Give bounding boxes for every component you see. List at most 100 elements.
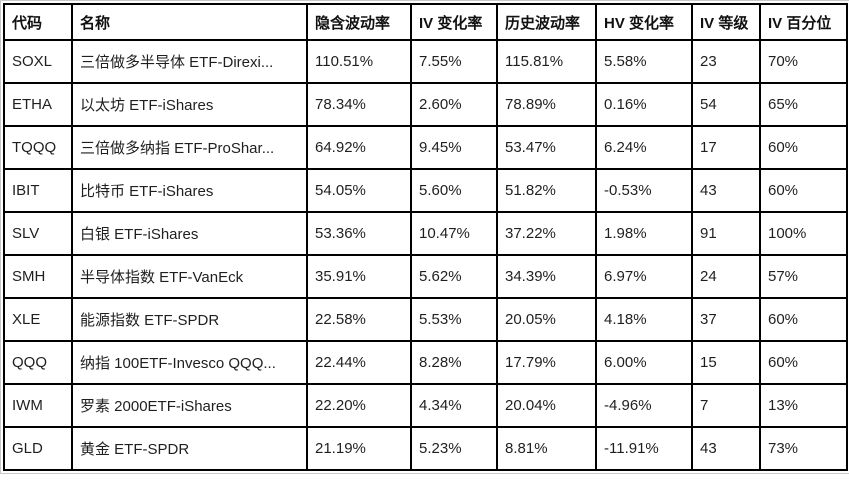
table-row: SLV 白银 ETF-iShares 53.36% 10.47% 37.22% 1.98%… <box>3 211 848 256</box>
cell-code: QQQ <box>3 340 73 385</box>
cell-iv-rank: 91 <box>691 211 761 256</box>
header-row: 代码 名称 隐含波动率 IV 变化率 历史波动率 HV 变化率 IV 等级 IV 百分位 <box>3 3 848 41</box>
cell-name: 能源指数 ETF-SPDR <box>71 297 308 342</box>
table-frame: 代码 名称 隐含波动率 IV 变化率 历史波动率 HV 变化率 IV 等级 IV 百分位 SO… <box>0 0 849 474</box>
table-row: ETHA 以太坊 ETF-iShares 78.34% 2.60% 78.89% 0.16… <box>3 82 848 127</box>
column-header-hv-change: HV 变化率 <box>595 3 693 41</box>
cell-name: 白银 ETF-iShares <box>71 211 308 256</box>
table-row: QQQ 纳指 100ETF-Invesco QQQ... 22.44% 8.28% 17… <box>3 340 848 385</box>
cell-code: TQQQ <box>3 125 73 170</box>
cell-historical-volatility: 34.39% <box>496 254 597 299</box>
table-row: TQQQ 三倍做多纳指 ETF-ProShar... 64.92% 9.45% 53.4… <box>3 125 848 170</box>
cell-code: IWM <box>3 383 73 428</box>
cell-hv-change: 5.58% <box>595 39 693 84</box>
cell-implied-volatility: 22.58% <box>306 297 412 342</box>
column-header-code: 代码 <box>3 3 73 41</box>
cell-iv-change: 5.60% <box>410 168 498 213</box>
column-header-iv-rank: IV 等级 <box>691 3 761 41</box>
table-row: SMH 半导体指数 ETF-VanEck 35.91% 5.62% 34.39% 6.97… <box>3 254 848 299</box>
cell-iv-rank: 23 <box>691 39 761 84</box>
cell-name: 黄金 ETF-SPDR <box>71 426 308 471</box>
cell-iv-percentile: 57% <box>759 254 848 299</box>
cell-hv-change: -0.53% <box>595 168 693 213</box>
cell-historical-volatility: 20.05% <box>496 297 597 342</box>
cell-iv-change: 7.55% <box>410 39 498 84</box>
cell-code: SOXL <box>3 39 73 84</box>
cell-iv-percentile: 13% <box>759 383 848 428</box>
cell-code: IBIT <box>3 168 73 213</box>
cell-iv-percentile: 70% <box>759 39 848 84</box>
cell-iv-rank: 24 <box>691 254 761 299</box>
cell-historical-volatility: 8.81% <box>496 426 597 471</box>
cell-name: 罗素 2000ETF-iShares <box>71 383 308 428</box>
cell-iv-rank: 43 <box>691 168 761 213</box>
cell-hv-change: 0.16% <box>595 82 693 127</box>
cell-iv-rank: 37 <box>691 297 761 342</box>
cell-historical-volatility: 78.89% <box>496 82 597 127</box>
cell-implied-volatility: 35.91% <box>306 254 412 299</box>
cell-hv-change: 6.24% <box>595 125 693 170</box>
column-header-implied-volatility: 隐含波动率 <box>306 3 412 41</box>
cell-hv-change: -11.91% <box>595 426 693 471</box>
cell-implied-volatility: 21.19% <box>306 426 412 471</box>
cell-iv-change: 10.47% <box>410 211 498 256</box>
table-row: XLE 能源指数 ETF-SPDR 22.58% 5.53% 20.05% 4.18% 37… <box>3 297 848 342</box>
cell-iv-rank: 15 <box>691 340 761 385</box>
cell-iv-change: 8.28% <box>410 340 498 385</box>
cell-iv-percentile: 73% <box>759 426 848 471</box>
column-header-iv-change: IV 变化率 <box>410 3 498 41</box>
cell-iv-change: 4.34% <box>410 383 498 428</box>
cell-hv-change: 4.18% <box>595 297 693 342</box>
cell-iv-change: 5.62% <box>410 254 498 299</box>
column-header-historical-volatility: 历史波动率 <box>496 3 597 41</box>
column-header-name: 名称 <box>71 3 308 41</box>
cell-implied-volatility: 22.44% <box>306 340 412 385</box>
table-row: SOXL 三倍做多半导体 ETF-Direxi... 110.51% 7.55% 115… <box>3 39 848 84</box>
cell-iv-change: 5.23% <box>410 426 498 471</box>
cell-implied-volatility: 22.20% <box>306 383 412 428</box>
cell-hv-change: 6.00% <box>595 340 693 385</box>
cell-iv-percentile: 60% <box>759 340 848 385</box>
cell-implied-volatility: 64.92% <box>306 125 412 170</box>
cell-iv-rank: 7 <box>691 383 761 428</box>
cell-historical-volatility: 115.81% <box>496 39 597 84</box>
cell-iv-percentile: 100% <box>759 211 848 256</box>
cell-code: SLV <box>3 211 73 256</box>
cell-name: 三倍做多半导体 ETF-Direxi... <box>71 39 308 84</box>
cell-name: 纳指 100ETF-Invesco QQQ... <box>71 340 308 385</box>
cell-implied-volatility: 53.36% <box>306 211 412 256</box>
cell-iv-percentile: 60% <box>759 168 848 213</box>
table-row: IWM 罗素 2000ETF-iShares 22.20% 4.34% 20.04% -4… <box>3 383 848 428</box>
cell-iv-percentile: 60% <box>759 297 848 342</box>
table-row: IBIT 比特币 ETF-iShares 54.05% 5.60% 51.82% -0.5… <box>3 168 848 213</box>
cell-historical-volatility: 17.79% <box>496 340 597 385</box>
cell-hv-change: -4.96% <box>595 383 693 428</box>
cell-historical-volatility: 51.82% <box>496 168 597 213</box>
cell-iv-change: 2.60% <box>410 82 498 127</box>
cell-implied-volatility: 54.05% <box>306 168 412 213</box>
cell-iv-rank: 54 <box>691 82 761 127</box>
column-header-iv-percentile: IV 百分位 <box>759 3 848 41</box>
cell-historical-volatility: 53.47% <box>496 125 597 170</box>
etf-volatility-table: 代码 名称 隐含波动率 IV 变化率 历史波动率 HV 变化率 IV 等级 IV 百分位 SO… <box>3 3 848 471</box>
cell-code: XLE <box>3 297 73 342</box>
cell-historical-volatility: 20.04% <box>496 383 597 428</box>
cell-name: 比特币 ETF-iShares <box>71 168 308 213</box>
cell-iv-change: 5.53% <box>410 297 498 342</box>
table-row: GLD 黄金 ETF-SPDR 21.19% 5.23% 8.81% -11.91% 43 7… <box>3 426 848 471</box>
cell-iv-rank: 43 <box>691 426 761 471</box>
cell-code: SMH <box>3 254 73 299</box>
cell-name: 以太坊 ETF-iShares <box>71 82 308 127</box>
cell-name: 三倍做多纳指 ETF-ProShar... <box>71 125 308 170</box>
cell-name: 半导体指数 ETF-VanEck <box>71 254 308 299</box>
cell-code: ETHA <box>3 82 73 127</box>
cell-historical-volatility: 37.22% <box>496 211 597 256</box>
cell-hv-change: 1.98% <box>595 211 693 256</box>
cell-code: GLD <box>3 426 73 471</box>
cell-implied-volatility: 78.34% <box>306 82 412 127</box>
cell-iv-change: 9.45% <box>410 125 498 170</box>
cell-iv-rank: 17 <box>691 125 761 170</box>
cell-iv-percentile: 60% <box>759 125 848 170</box>
cell-hv-change: 6.97% <box>595 254 693 299</box>
cell-iv-percentile: 65% <box>759 82 848 127</box>
